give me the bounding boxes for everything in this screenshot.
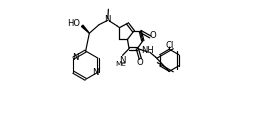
Text: HO: HO [67, 19, 80, 28]
Text: Cl: Cl [166, 41, 174, 50]
Text: O: O [136, 58, 143, 67]
Text: N: N [92, 68, 99, 77]
Text: NH: NH [142, 46, 154, 55]
Text: Me: Me [116, 62, 126, 67]
Text: N: N [105, 15, 111, 24]
Text: O: O [149, 31, 156, 40]
Polygon shape [81, 25, 89, 33]
Text: N: N [72, 53, 79, 62]
Text: N: N [119, 56, 125, 65]
